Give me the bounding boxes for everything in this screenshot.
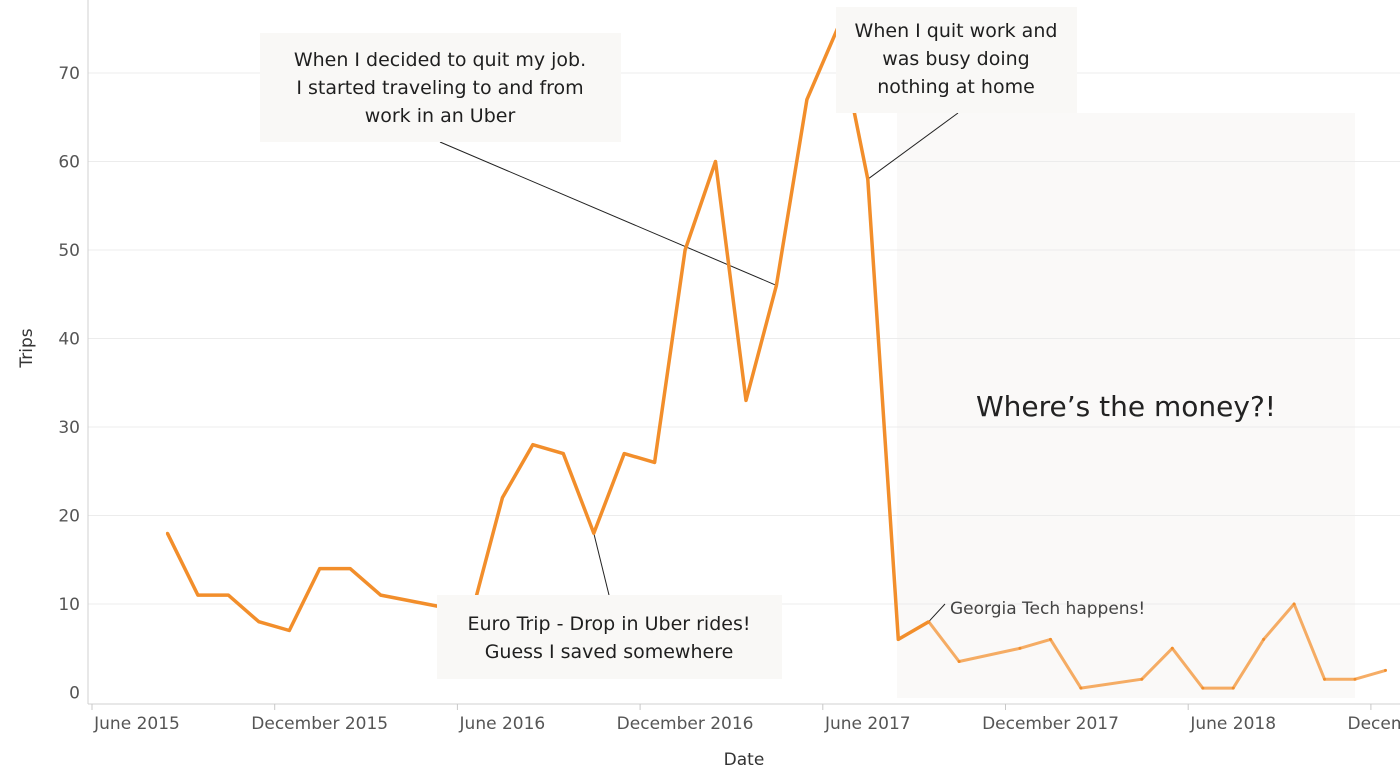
data-point	[348, 567, 352, 571]
money-region-background	[897, 113, 1355, 698]
annotation-euro-trip: Euro Trip - Drop in Uber rides! Guess I …	[437, 595, 782, 679]
data-point	[1262, 637, 1266, 641]
y-tick-label: 60	[58, 153, 80, 173]
data-point	[379, 593, 383, 597]
data-point	[1170, 646, 1174, 650]
annotation-where-is-the-money: Where’s the money?!	[976, 390, 1276, 423]
x-tick-label: December 2018	[1347, 714, 1400, 734]
y-tick-label: 40	[58, 330, 80, 350]
series-line	[165, 27, 930, 642]
annotation-quit-job-line-3: work in an Uber	[365, 105, 516, 127]
annotation-quit-work-box	[836, 7, 1077, 113]
annotation-connector	[867, 112, 959, 180]
y-tick-label: 10	[58, 595, 80, 615]
annotation-quit-job-box	[260, 33, 621, 142]
data-point	[196, 593, 200, 597]
data-point	[1018, 646, 1022, 650]
annotation-quit-job-line-1: When I decided to quit my job.	[294, 49, 586, 71]
data-point	[774, 283, 778, 287]
data-point	[500, 496, 504, 500]
y-tick-label: 30	[58, 418, 80, 438]
y-tick-label: 0	[69, 684, 80, 704]
data-point	[1353, 677, 1357, 681]
annotation-georgia-tech: Georgia Tech happens!	[950, 599, 1145, 619]
data-point	[318, 567, 322, 571]
annotation-connectors	[439, 112, 959, 623]
y-axis-ticks: 0 10 20 30 40 50 60 70	[58, 64, 80, 704]
annotation-quit-work-line-1: When I quit work and	[855, 20, 1058, 42]
annotation-euro-trip-box	[437, 595, 782, 679]
annotation-quit-work-line-2: was busy doing	[882, 48, 1029, 70]
data-point	[957, 660, 961, 663]
annotation-euro-trip-line-2: Guess I saved somewhere	[485, 641, 734, 663]
data-point	[287, 629, 291, 632]
y-tick-label: 70	[58, 64, 80, 84]
annotation-euro-trip-line-1: Euro Trip - Drop in Uber rides!	[468, 613, 751, 635]
data-point	[653, 460, 657, 464]
data-point	[1384, 668, 1387, 672]
data-point	[226, 593, 230, 597]
data-point	[866, 177, 870, 181]
data-point	[805, 98, 809, 102]
x-tick-label: June 2016	[459, 714, 546, 734]
data-point	[896, 637, 900, 641]
data-point	[1231, 686, 1235, 690]
y-tick-label: 20	[58, 507, 80, 527]
data-point	[1140, 677, 1144, 681]
data-point	[1049, 637, 1052, 641]
annotation-quit-job-line-2: I started traveling to and from	[296, 77, 583, 99]
data-point	[622, 452, 626, 456]
y-axis-title: Trips	[17, 328, 37, 368]
data-point	[1292, 602, 1296, 606]
data-point	[531, 443, 535, 447]
annotation-connector	[439, 141, 777, 286]
x-axis-ticks: June 2015 December 2015 June 2016 December …	[91, 704, 1400, 734]
annotation-quit-job: When I decided to quit my job. I started…	[260, 33, 621, 142]
annotation-connector	[928, 603, 946, 623]
annotation-quit-work-line-3: nothing at home	[877, 76, 1035, 98]
data-point	[592, 531, 596, 535]
data-point	[561, 452, 565, 456]
annotation-georgia-tech-text: Georgia Tech happens!	[950, 599, 1145, 619]
y-tick-label: 50	[58, 241, 80, 261]
annotation-connector	[593, 533, 610, 596]
series-line-faint	[927, 602, 1386, 690]
x-tick-label: June 2015	[93, 714, 180, 734]
data-point	[165, 531, 169, 535]
x-tick-label: December 2016	[617, 714, 754, 734]
data-point	[1323, 677, 1326, 681]
x-axis-title: Date	[724, 750, 765, 770]
x-tick-label: June 2018	[1189, 714, 1276, 734]
annotation-quit-work: When I quit work and was busy doing noth…	[836, 7, 1077, 113]
data-point	[1079, 686, 1083, 690]
data-point	[683, 248, 687, 252]
data-point	[257, 620, 261, 624]
data-point	[744, 398, 748, 402]
x-tick-label: December 2015	[251, 714, 388, 734]
x-tick-label: June 2017	[824, 714, 911, 734]
gridlines	[88, 72, 1400, 605]
data-point	[927, 620, 931, 624]
data-point	[714, 160, 717, 163]
data-point	[1201, 686, 1205, 690]
x-tick-label: December 2017	[982, 714, 1119, 734]
